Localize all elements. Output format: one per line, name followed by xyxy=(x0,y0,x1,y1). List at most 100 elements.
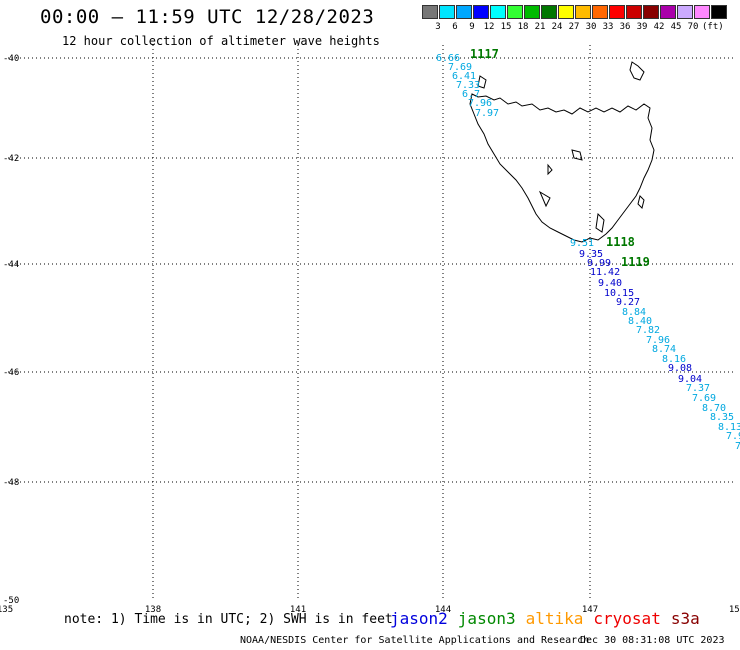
lon-label: 147 xyxy=(582,605,598,615)
pass-number: 1119 xyxy=(621,255,650,269)
legend-label: 30 xyxy=(585,22,597,32)
wave-height-value: 7.69 xyxy=(692,393,716,404)
legend-label: (ft) xyxy=(702,22,724,32)
satellite-name: s3a xyxy=(670,609,700,628)
wave-height-value: 7.37 xyxy=(686,383,710,394)
wave-height-value: 8.35 xyxy=(710,412,734,423)
legend-swatch xyxy=(439,5,455,19)
wave-height-value: 7.82 xyxy=(636,325,660,336)
legend-swatch xyxy=(575,5,591,19)
wave-height-value: 6.7 xyxy=(462,89,480,100)
wave-height-value: 8.13 xyxy=(718,422,740,433)
legend-label: 42 xyxy=(653,22,665,32)
legend-swatch xyxy=(490,5,506,19)
satellite-name: cryosat xyxy=(593,609,661,628)
pass-number: 1118 xyxy=(606,235,635,249)
wave-height-value: 6.41 xyxy=(452,71,476,82)
wave-height-value: 8.16 xyxy=(662,354,686,365)
wave-height-value: 7.96 xyxy=(646,335,670,346)
wave-height-value: 7.69 xyxy=(448,62,472,73)
page-title: 00:00 – 11:59 UTC 12/28/2023 xyxy=(40,6,375,28)
legend-swatch xyxy=(558,5,574,19)
legend-swatch xyxy=(711,5,727,19)
pass-labels: 1117 1118 1119 xyxy=(470,47,650,269)
legend-label: 33 xyxy=(602,22,614,32)
legend-label: 24 xyxy=(551,22,563,32)
satellite-name: altika xyxy=(525,609,584,628)
satellite-legend: jason2 jason3 altika cryosat s3a xyxy=(390,609,710,628)
legend-swatch xyxy=(592,5,608,19)
wave-height-value: 9.99 xyxy=(587,258,611,269)
bruny-island xyxy=(595,212,605,233)
legend-swatch xyxy=(541,5,557,19)
wave-height-labels: 6.667.696.417.336.77.967.979.519.359.991… xyxy=(436,53,740,452)
wave-height-value: 8.84 xyxy=(622,307,646,318)
legend-label: 45 xyxy=(670,22,682,32)
legend-swatch xyxy=(507,5,523,19)
wave-height-value: 9.40 xyxy=(598,278,622,289)
legend-swatch xyxy=(677,5,693,19)
footer-note: note: 1) Time is in UTC; 2) SWH is in fe… xyxy=(64,612,393,627)
wave-height-value: 7.97 xyxy=(475,108,499,119)
lon-label: 150 xyxy=(729,605,740,615)
legend-swatch xyxy=(609,5,625,19)
legend-label: 15 xyxy=(500,22,512,32)
axis-labels: -40 -42 -44 -46 -48 -50135 138 141 144 147 150 xyxy=(0,54,740,615)
wave-height-value: 11.42 xyxy=(590,267,620,278)
legend-label: 3 xyxy=(435,22,441,32)
legend-swatch xyxy=(473,5,489,19)
legend-label: 6 xyxy=(452,22,458,32)
legend-swatch xyxy=(456,5,472,19)
legend-label: 36 xyxy=(619,22,631,32)
wave-height-value: 8.70 xyxy=(702,403,726,414)
wave-height-value: 7.9 xyxy=(726,431,740,442)
wave-height-value: 9.04 xyxy=(678,374,702,385)
lon-label: 141 xyxy=(290,605,306,615)
legend-swatch xyxy=(524,5,540,19)
lat-label: -44 xyxy=(3,260,19,270)
legend-swatch xyxy=(626,5,642,19)
credit-line: NOAA/NESDIS Center for Satellite Applica… xyxy=(240,635,590,646)
page-subtitle: 12 hour collection of altimeter wave hei… xyxy=(62,34,380,48)
wave-height-value: 7. xyxy=(735,441,740,452)
wave-height-value: 8.74 xyxy=(652,344,676,355)
lon-label: 135 xyxy=(0,605,13,615)
wave-height-value: 10.15 xyxy=(604,288,634,299)
wave-height-value: 9.51 xyxy=(570,238,594,249)
lon-label: 138 xyxy=(145,605,161,615)
wave-height-value: 9.27 xyxy=(616,297,640,308)
wave-height-value: 7.96 xyxy=(468,98,492,109)
wave-height-value: 7.33 xyxy=(456,80,480,91)
wave-height-value: 9.35 xyxy=(579,249,603,260)
legend-swatch xyxy=(422,5,438,19)
legend-label: 21 xyxy=(534,22,546,32)
grid-lines xyxy=(8,45,735,600)
maria-island xyxy=(637,195,645,209)
lat-label: -42 xyxy=(3,154,19,164)
lat-label: -40 xyxy=(3,54,19,64)
pass-number: 1117 xyxy=(470,47,499,61)
legend-label: 27 xyxy=(568,22,580,32)
legend-swatch xyxy=(643,5,659,19)
legend-label: 39 xyxy=(636,22,648,32)
tasmania-mainland xyxy=(469,93,655,243)
king-island xyxy=(477,75,487,89)
wave-height-value: 8.40 xyxy=(628,316,652,327)
lat-label: -46 xyxy=(3,368,19,378)
legend-swatch xyxy=(694,5,710,19)
lat-label: -50 xyxy=(3,596,19,606)
lon-label: 144 xyxy=(435,605,451,615)
flinders-island xyxy=(629,61,645,81)
lake-marks xyxy=(538,149,583,208)
satellite-name: jason3 xyxy=(457,609,516,628)
legend-label: 18 xyxy=(517,22,529,32)
legend-label: 9 xyxy=(469,22,475,32)
satellite-name: jason2 xyxy=(390,609,448,628)
lat-label: -48 xyxy=(3,478,19,488)
legend-label: 12 xyxy=(483,22,495,32)
wave-height-value: 9.08 xyxy=(668,363,692,374)
wave-height-value: 6.66 xyxy=(436,53,460,64)
tasmania-coastline xyxy=(469,61,655,243)
legend-swatch xyxy=(660,5,676,19)
